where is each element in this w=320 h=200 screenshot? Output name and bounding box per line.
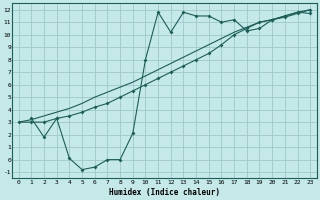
X-axis label: Humidex (Indice chaleur): Humidex (Indice chaleur) xyxy=(109,188,220,197)
